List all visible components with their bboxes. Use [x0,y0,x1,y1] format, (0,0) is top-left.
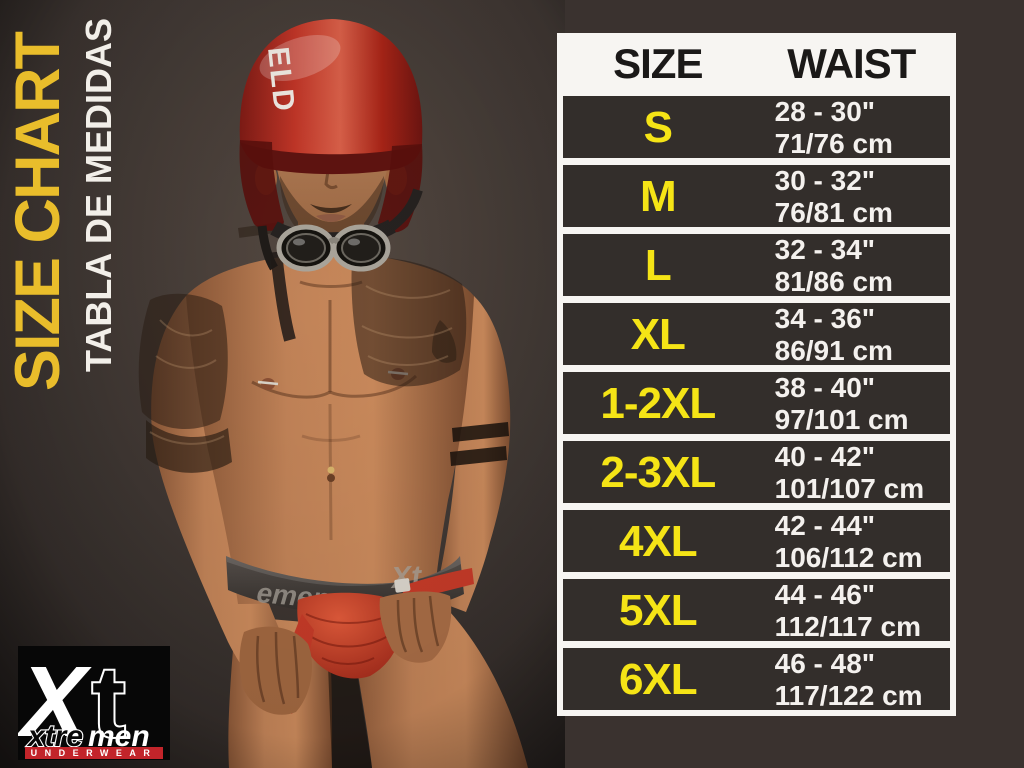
waist-inches: 44 - 46" [774,579,876,610]
waist-value: 40 - 42" 101/107 cm [753,441,950,504]
logo-letter-x: X [18,646,92,758]
size-row-6xl: 6XL 46 - 48" 117/122 cm [563,648,950,711]
page-title: SIZE CHART [3,33,73,391]
waist-inches: 40 - 42" [774,441,876,472]
size-row-xl: XL 34 - 36" 86/91 cm [563,303,950,366]
waist-value: 42 - 44" 106/112 cm [753,510,950,573]
waist-inches: 30 - 32" [774,165,876,196]
logo-letter-t: t [92,646,125,758]
waist-value: 38 - 40" 97/101 cm [753,372,950,435]
size-label: M [639,171,677,221]
size-table: SIZE WAIST S 28 - 30" 71/76 cm M 30 - 32… [557,33,956,716]
waist-inches: 32 - 34" [774,234,876,265]
logo-underwear-text: UNDERWEAR [31,748,158,758]
size-row-2-3xl: 2-3XL 40 - 42" 101/107 cm [563,441,950,504]
waist-cm: 101/107 cm [774,472,925,504]
waist-inches: 42 - 44" [774,510,876,541]
size-label: XL [630,309,686,359]
size-row-4xl: 4XL 42 - 44" 106/112 cm [563,510,950,573]
size-row-l: L 32 - 34" 81/86 cm [563,234,950,297]
brand-logo: X t xtre men UNDERWEAR [18,646,170,760]
logo-underwear-bar [25,747,163,759]
waist-value: 32 - 34" 81/86 cm [753,234,950,297]
size-label: L [644,240,672,290]
waist-cm: 117/122 cm [774,679,923,711]
waist-inches: 28 - 30" [774,96,876,127]
size-column-header: SIZE [613,40,703,87]
waist-column-header: WAIST [787,40,916,87]
waist-cm: 97/101 cm [774,403,909,435]
waist-inches: 34 - 36" [774,303,876,334]
size-row-1-2xl: 1-2XL 38 - 40" 97/101 cm [563,372,950,435]
size-row-m: M 30 - 32" 76/81 cm [563,165,950,228]
size-row-5xl: 5XL 44 - 46" 112/117 cm [563,579,950,642]
page-subtitle: TABLA DE MEDIDAS [78,18,119,372]
waist-value: 44 - 46" 112/117 cm [753,579,950,642]
waist-cm: 86/91 cm [774,334,893,366]
size-label: 4XL [618,516,698,566]
waist-inches: 46 - 48" [774,648,876,679]
size-label: 5XL [618,585,698,635]
size-label: 1-2XL [600,378,716,428]
waist-value: 28 - 30" 71/76 cm [753,96,950,159]
waist-inches: 38 - 40" [774,372,876,403]
waist-cm: 112/117 cm [774,610,921,642]
size-label: S [643,102,673,152]
waist-value: 46 - 48" 117/122 cm [753,648,950,711]
waist-cm: 81/86 cm [774,265,893,297]
waist-value: 30 - 32" 76/81 cm [753,165,950,228]
waist-cm: 106/112 cm [774,541,923,573]
size-label: 6XL [618,654,698,704]
size-label: 2-3XL [600,447,716,497]
waist-cm: 76/81 cm [774,196,893,228]
size-row-s: S 28 - 30" 71/76 cm [563,96,950,159]
waist-cm: 71/76 cm [774,127,893,159]
size-table-header: SIZE WAIST [563,39,950,89]
waist-value: 34 - 36" 86/91 cm [753,303,950,366]
vignette [0,0,565,768]
